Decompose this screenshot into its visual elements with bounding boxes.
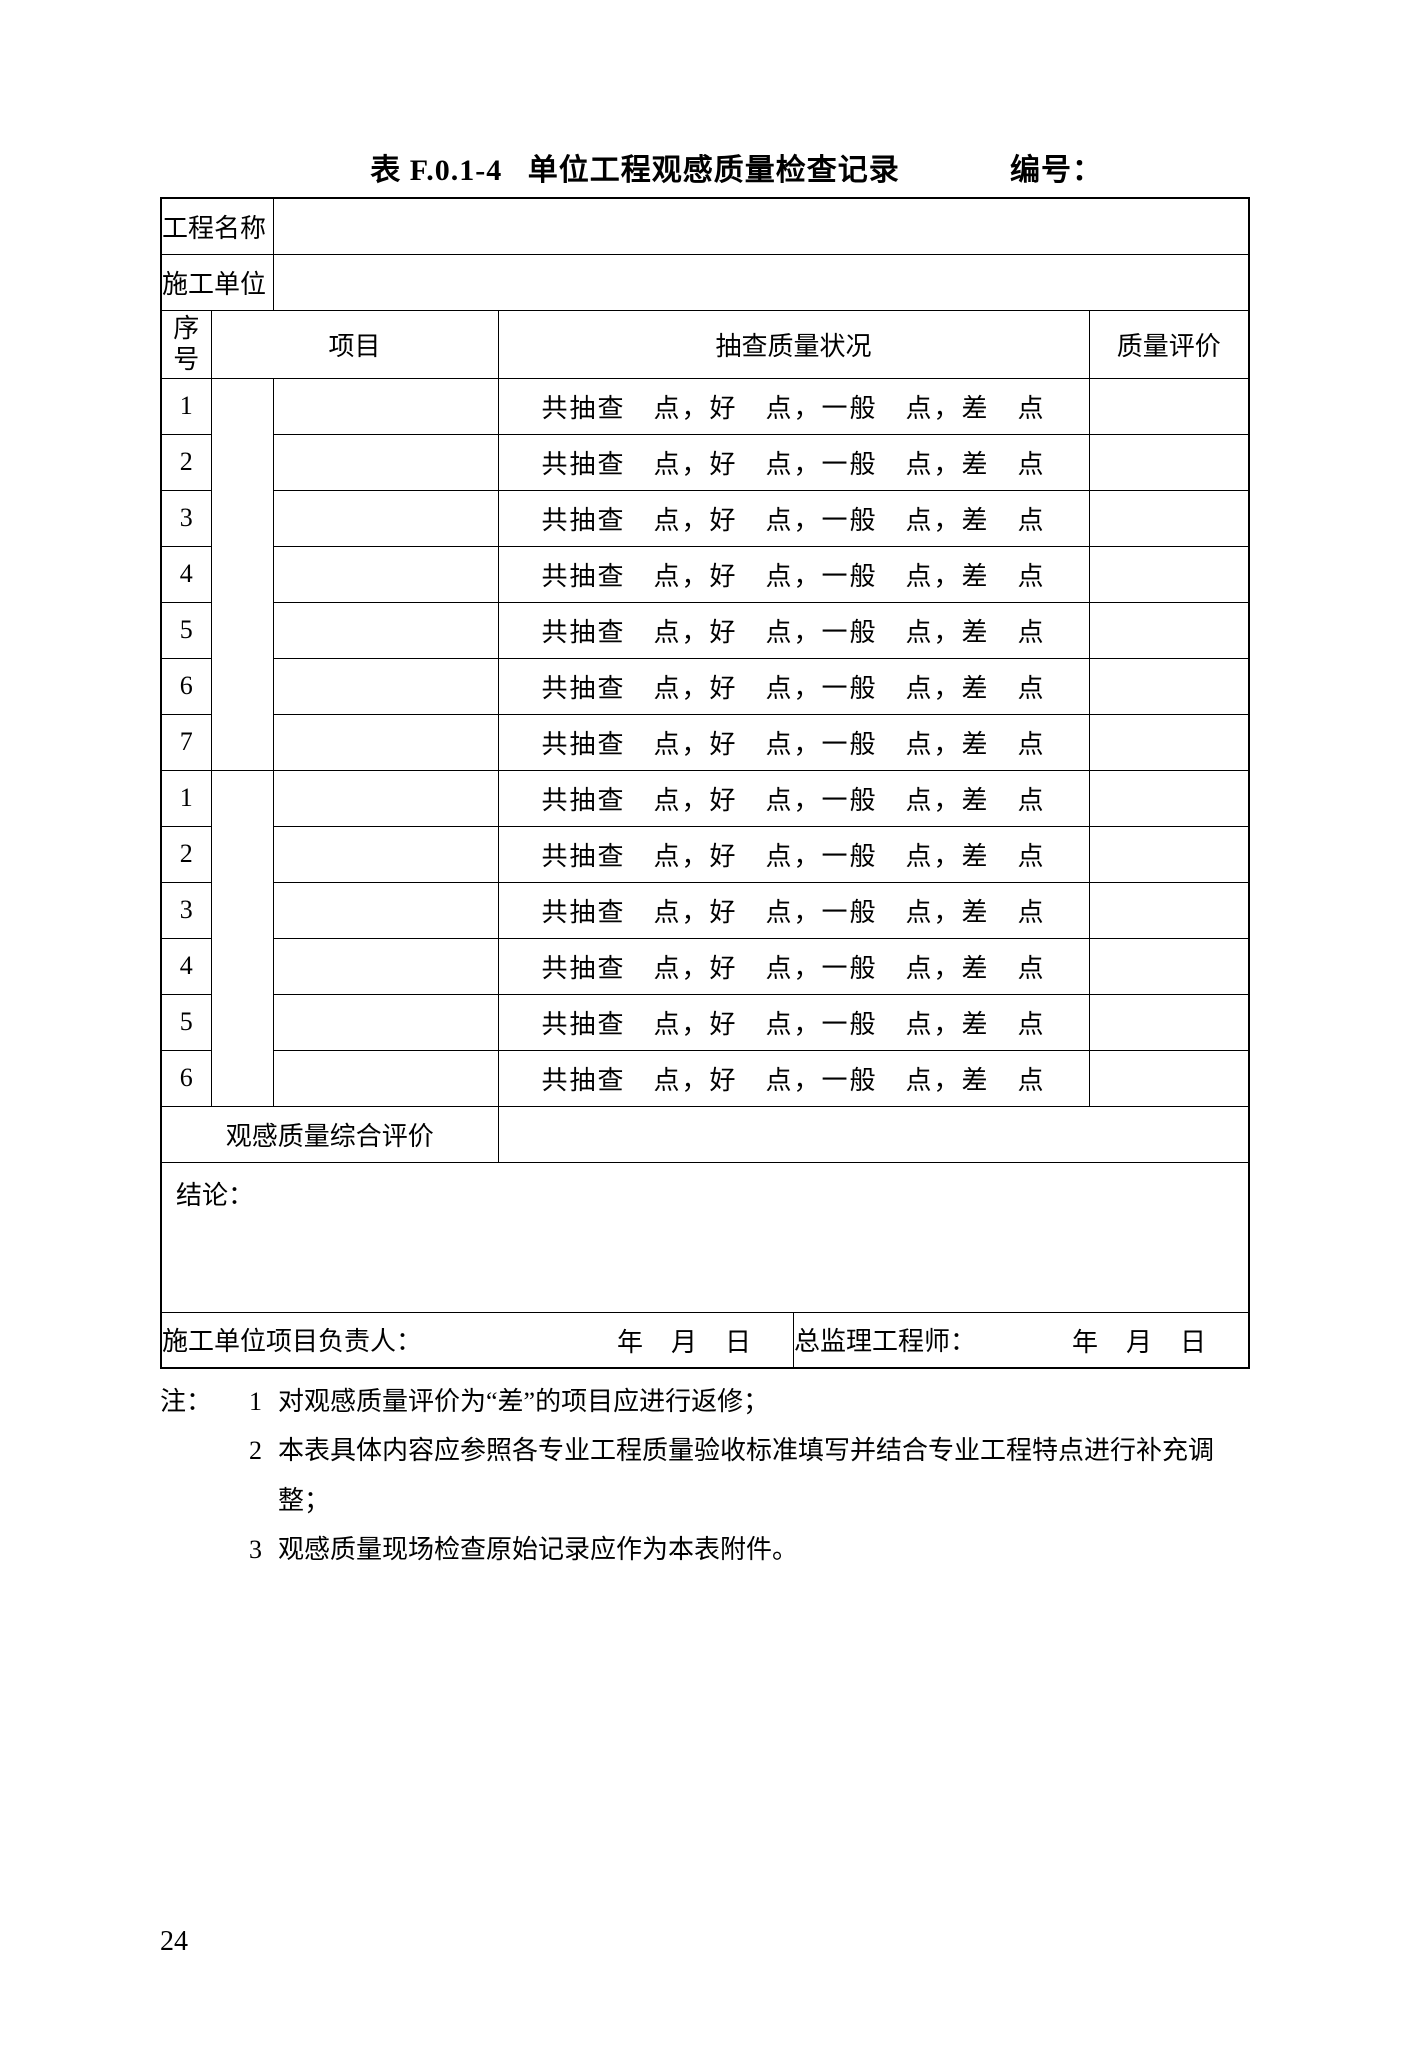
item-cell (273, 434, 498, 490)
item-cell (273, 826, 498, 882)
sample-cell: 共抽查 点，好 点，一般 点，差 点 (498, 378, 1089, 434)
contractor-value (273, 254, 1249, 310)
item-cell (273, 490, 498, 546)
supervisor-label: 总监理工程师： (794, 1327, 976, 1356)
sample-cell: 共抽查 点，好 点，一般 点，差 点 (498, 546, 1089, 602)
eval-cell (1089, 602, 1249, 658)
contractor-lead-label: 施工单位项目负责人： (162, 1327, 422, 1356)
contractor-date: 年月日 (617, 1322, 779, 1359)
row-seq: 1 (161, 770, 211, 826)
row-seq: 5 (161, 994, 211, 1050)
eval-cell (1089, 546, 1249, 602)
eval-cell (1089, 1050, 1249, 1106)
project-name-value (273, 198, 1249, 254)
sample-cell: 共抽查 点，好 点，一般 点，差 点 (498, 882, 1089, 938)
row-seq: 7 (161, 714, 211, 770)
eval-cell (1089, 714, 1249, 770)
eval-header: 质量评价 (1089, 310, 1249, 378)
row-seq: 3 (161, 882, 211, 938)
row-seq: 5 (161, 602, 211, 658)
table-number: 表 F.0.1-4 (370, 154, 502, 187)
contractor-lead-cell: 施工单位项目负责人： 年月日 (161, 1312, 793, 1368)
category-cell (211, 770, 273, 1106)
sample-cell: 共抽查 点，好 点，一般 点，差 点 (498, 602, 1089, 658)
row-seq: 6 (161, 1050, 211, 1106)
row-seq: 6 (161, 658, 211, 714)
note-text: 观感质量现场检查原始记录应作为本表附件。 (278, 1525, 1250, 1574)
category-cell (211, 378, 273, 770)
note-num: 1 (230, 1377, 278, 1426)
note-text: 本表具体内容应参照各专业工程质量验收标准填写并结合专业工程特点进行补充调整； (278, 1426, 1250, 1525)
eval-cell (1089, 826, 1249, 882)
sample-cell: 共抽查 点，好 点，一般 点，差 点 (498, 826, 1089, 882)
sample-cell: 共抽查 点，好 点，一般 点，差 点 (498, 770, 1089, 826)
row-seq: 4 (161, 938, 211, 994)
notes-block: 注： 1 对观感质量评价为“差”的项目应进行返修； 2 本表具体内容应参照各专业… (160, 1377, 1250, 1575)
sample-cell: 共抽查 点，好 点，一般 点，差 点 (498, 490, 1089, 546)
summary-label: 观感质量综合评价 (161, 1106, 498, 1162)
project-name-label: 工程名称 (161, 198, 273, 254)
item-header: 项目 (211, 310, 498, 378)
item-cell (273, 658, 498, 714)
row-seq: 2 (161, 434, 211, 490)
notes-prefix: 注： (160, 1377, 230, 1426)
conclusion-label: 结论： (161, 1162, 1249, 1312)
sample-cell: 共抽查 点，好 点，一般 点，差 点 (498, 658, 1089, 714)
item-cell (273, 770, 498, 826)
item-cell (273, 1050, 498, 1106)
sample-cell: 共抽查 点，好 点，一般 点，差 点 (498, 714, 1089, 770)
sample-cell: 共抽查 点，好 点，一般 点，差 点 (498, 938, 1089, 994)
item-cell (273, 602, 498, 658)
sample-header: 抽查质量状况 (498, 310, 1089, 378)
summary-value (498, 1106, 1249, 1162)
eval-cell (1089, 994, 1249, 1050)
eval-cell (1089, 378, 1249, 434)
item-cell (273, 938, 498, 994)
row-seq: 2 (161, 826, 211, 882)
contractor-label: 施工单位 (161, 254, 273, 310)
eval-cell (1089, 490, 1249, 546)
row-seq: 1 (161, 378, 211, 434)
eval-cell (1089, 770, 1249, 826)
numbering-label: 编号： (1010, 145, 1210, 189)
note-text: 对观感质量评价为“差”的项目应进行返修； (278, 1377, 1250, 1426)
item-cell (273, 378, 498, 434)
item-cell (273, 546, 498, 602)
item-cell (273, 714, 498, 770)
supervisor-cell: 总监理工程师： 年月日 (793, 1312, 1249, 1368)
table-name: 单位工程观感质量检查记录 (528, 154, 900, 187)
item-cell (273, 994, 498, 1050)
note-num: 3 (230, 1525, 278, 1574)
sample-cell: 共抽查 点，好 点，一般 点，差 点 (498, 434, 1089, 490)
eval-cell (1089, 434, 1249, 490)
supervisor-date: 年月日 (1072, 1322, 1234, 1359)
seq-header: 序号 (161, 310, 211, 378)
row-seq: 3 (161, 490, 211, 546)
eval-cell (1089, 658, 1249, 714)
row-seq: 4 (161, 546, 211, 602)
sample-cell: 共抽查 点，好 点，一般 点，差 点 (498, 994, 1089, 1050)
sample-cell: 共抽查 点，好 点，一般 点，差 点 (498, 1050, 1089, 1106)
inspection-table: 工程名称 施工单位 序号 项目 抽查质量状况 质量评价 1 共抽查 点，好 点，一… (160, 197, 1250, 1369)
item-cell (273, 882, 498, 938)
eval-cell (1089, 938, 1249, 994)
eval-cell (1089, 882, 1249, 938)
table-title: 表 F.0.1-4 单位工程观感质量检查记录 编号： (160, 145, 1250, 189)
note-num: 2 (230, 1426, 278, 1525)
page-number: 24 (160, 1926, 188, 1958)
